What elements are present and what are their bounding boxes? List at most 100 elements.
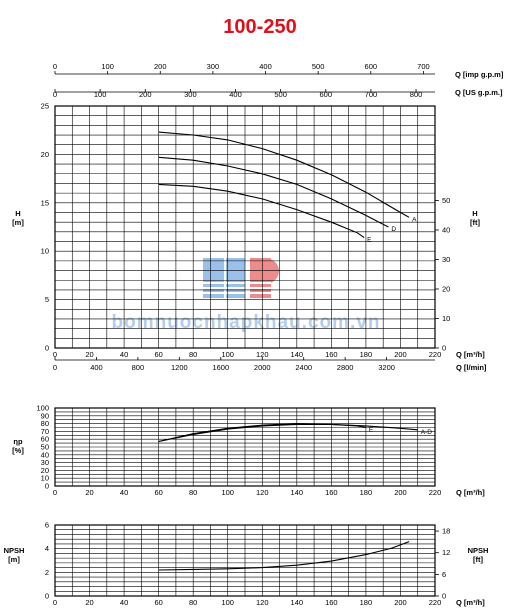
y2-tick-label: 50: [442, 196, 450, 205]
y-axis-label: NPSH: [4, 546, 25, 555]
top-axis-tick-label: 0: [53, 62, 57, 71]
top-axis-tick-label: 500: [312, 62, 325, 71]
top-axis-tick-label: 600: [365, 62, 378, 71]
top-axis-tick-label: 300: [207, 62, 220, 71]
x-tick-label: 120: [256, 350, 269, 359]
y-tick-label: 30: [41, 458, 49, 467]
x-tick-label: 120: [256, 488, 269, 497]
x-tick-label: 200: [394, 598, 407, 607]
secondary-x-tick-label: 800: [132, 363, 145, 372]
x-tick-label: 40: [120, 350, 128, 359]
plot-frame: [54, 407, 436, 487]
y-axis-label: [%]: [12, 446, 24, 455]
x-axis-label: Q [m³/h]: [456, 350, 485, 359]
y2-tick-label: 40: [442, 225, 450, 234]
x-tick-label: 200: [394, 488, 407, 497]
x-tick-label: 100: [221, 350, 234, 359]
curve-d: [158, 156, 389, 228]
top-axis-tick-label: 400: [229, 90, 242, 99]
top-axis-title: Q [imp g.p.m]: [455, 70, 504, 79]
y-tick-label: 100: [36, 404, 49, 413]
x-tick-label: 220: [429, 488, 442, 497]
y-axis-label: [m]: [8, 555, 20, 564]
y-tick-label: 20: [41, 150, 49, 159]
x-axis-label: Q [m³/h]: [456, 488, 485, 497]
curve-a-d: [158, 423, 418, 443]
y2-tick-label: 30: [442, 255, 450, 264]
top-axis-tick-label: 500: [274, 90, 287, 99]
x-tick-label: 60: [154, 350, 162, 359]
x-tick-label: 40: [120, 488, 128, 497]
x-tick-label: 60: [154, 598, 162, 607]
top-axis-tick-label: 400: [259, 62, 272, 71]
chart-title: 100-250: [223, 16, 296, 38]
x-tick-label: 160: [325, 350, 338, 359]
curve-a: [158, 131, 410, 218]
x-tick-label: 80: [189, 350, 197, 359]
x-tick-label: 200: [394, 350, 407, 359]
y-tick-label: 15: [41, 198, 49, 207]
y2-tick-label: 0: [442, 344, 446, 353]
y-axis-label: ηp: [13, 437, 23, 446]
top-axis-tick-label: 700: [417, 62, 430, 71]
top-axis-tick-label: 100: [101, 62, 114, 71]
y-tick-label: 90: [41, 411, 49, 420]
y-tick-label: 25: [41, 102, 49, 111]
x-tick-label: 60: [154, 488, 162, 497]
curve-e: [158, 183, 365, 239]
npsh-panel: 0 20 40 60 80 100 120 140 160 180 200 220 Q [m³/h]02…: [4, 521, 489, 608]
x-tick-label: 120: [256, 598, 269, 607]
secondary-x-tick-label: 1200: [171, 363, 188, 372]
x-tick-label: 80: [189, 488, 197, 497]
secondary-x-tick-label: 400: [90, 363, 103, 372]
x-tick-label: 220: [429, 350, 442, 359]
plot-frame: [54, 524, 436, 597]
curve-label: E: [367, 237, 372, 244]
y-tick-label: 6: [45, 521, 49, 530]
y2-axis-label: [ft]: [473, 555, 483, 564]
y-tick-label: 0: [45, 344, 49, 353]
x-tick-label: 160: [325, 598, 338, 607]
x-tick-label: 80: [189, 598, 197, 607]
top-axis-tick-label: 300: [184, 90, 197, 99]
watermark: bomnuocnhapkhau.com.vn: [111, 258, 380, 333]
x-tick-label: 180: [360, 488, 373, 497]
x-tick-label: 160: [325, 488, 338, 497]
secondary-x-tick-label: 0: [53, 363, 57, 372]
y-axis-label: H: [15, 209, 20, 218]
x-tick-label: 0: [53, 488, 57, 497]
y2-tick-label: 20: [442, 284, 450, 293]
watermark-logo: [203, 258, 279, 298]
x-tick-label: 20: [85, 488, 93, 497]
top-axis-tick-label: 600: [320, 90, 333, 99]
y-tick-label: 50: [41, 443, 49, 452]
efficiency-panel: 0 20 40 60 80 100 120 140 160 180 200 220 Q [m³/h]01…: [12, 404, 485, 498]
x-tick-label: 180: [360, 598, 373, 607]
head-panel: 0 20 40 60 80 100 120 140 160 180 200 220 Q [m³/h]0 4…: [12, 102, 487, 373]
curve-label: A-D: [421, 429, 433, 436]
curve-label: D: [391, 226, 396, 233]
y-tick-label: 0: [45, 482, 49, 491]
top-axis-tick-label: 0: [53, 90, 57, 99]
x-tick-label: 40: [120, 598, 128, 607]
y2-axis-label: H: [472, 209, 477, 218]
plot-frame: [54, 105, 436, 349]
y2-axis-label: [ft]: [470, 218, 480, 227]
curve-npsh: [158, 541, 410, 571]
top-axes: 0 100 200 300 400 500 600 700 Q [imp g.p.m] 0 100 2…: [53, 62, 504, 99]
y-tick-label: 10: [41, 474, 49, 483]
y2-tick-label: 18: [442, 527, 450, 536]
y-tick-label: 4: [45, 544, 49, 553]
y-tick-label: 20: [41, 466, 49, 475]
secondary-x-tick-label: 1600: [212, 363, 229, 372]
curve-e: [158, 423, 367, 443]
secondary-x-tick-label: 2000: [254, 363, 271, 372]
top-axis-tick-label: 100: [94, 90, 107, 99]
top-axis-tick-label: 200: [154, 62, 167, 71]
top-axis-tick-label: 200: [139, 90, 152, 99]
x-tick-label: 140: [291, 350, 304, 359]
secondary-x-axis-label: Q [l/min]: [456, 363, 487, 372]
y2-tick-label: 6: [442, 570, 446, 579]
y2-tick-label: 10: [442, 314, 450, 323]
